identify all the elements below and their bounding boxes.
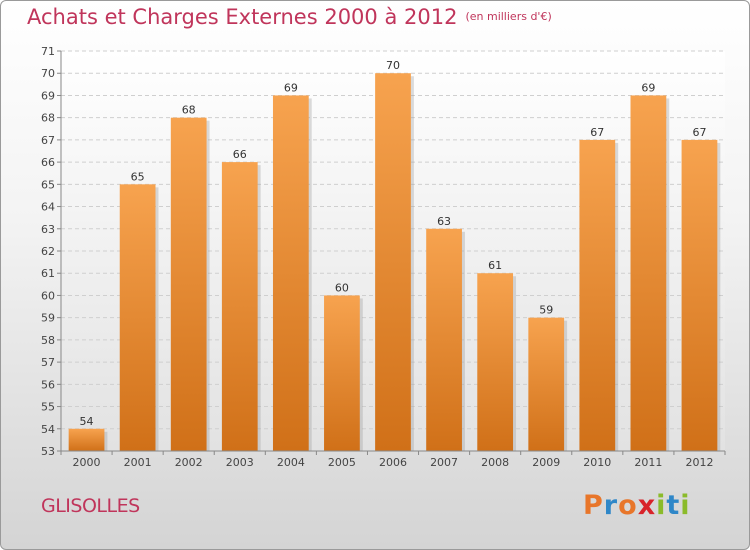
bar — [170, 117, 207, 452]
y-tick-label: 71 — [41, 45, 55, 58]
bar — [68, 428, 105, 451]
bar — [221, 162, 258, 451]
bar — [426, 228, 462, 451]
x-tick-label: 2002 — [175, 456, 203, 469]
y-tick-label: 60 — [41, 289, 55, 302]
bar-value-label: 61 — [488, 259, 502, 272]
y-tick-label: 61 — [41, 267, 55, 280]
bar-value-label: 66 — [233, 148, 247, 161]
bar-value-label: 60 — [335, 281, 349, 294]
y-tick-label: 57 — [41, 356, 55, 369]
bar — [630, 95, 667, 451]
y-tick-label: 56 — [41, 378, 55, 391]
bar-value-label: 63 — [437, 215, 451, 228]
y-tick-label: 65 — [41, 178, 55, 191]
bars: 54 65 68 66 69 60 70 63 61 59 67 69 67 — [68, 59, 721, 452]
logo-letter: x — [637, 490, 657, 521]
x-axis: 2000 2001 2002 2003 2004 2005 2006 2007 2008 2009… — [60, 450, 726, 469]
commune-name: GLISOLLES — [41, 495, 140, 517]
bar — [119, 184, 156, 452]
bar-value-label: 68 — [182, 104, 196, 117]
y-tick-label: 67 — [41, 134, 55, 147]
logo-letter: i — [656, 490, 667, 521]
logo-letter: i — [680, 490, 691, 521]
logo-letter: t — [666, 490, 681, 521]
bar-value-label: 59 — [539, 304, 553, 317]
bar-value-label: 54 — [80, 415, 94, 428]
y-tick-label: 58 — [41, 334, 55, 347]
y-tick-label: 70 — [41, 67, 55, 80]
x-tick-label: 2003 — [226, 456, 254, 469]
chart-title: Achats et Charges Externes 2000 à 2012 (e… — [27, 5, 552, 29]
y-axis: 53 54 55 56 57 58 59 60 61 62 63 64 65 66 67 68 69 70 71 — [41, 45, 62, 458]
x-tick-label: 2012 — [685, 456, 713, 469]
bar — [272, 95, 309, 451]
x-tick-label: 2000 — [73, 456, 101, 469]
bar — [324, 295, 360, 451]
y-tick-label: 55 — [41, 401, 55, 414]
logo-letter: r — [603, 490, 619, 521]
y-tick-label: 53 — [41, 445, 55, 458]
proxiti-logo[interactable]: Proxiti — [583, 490, 691, 521]
y-tick-label: 66 — [41, 156, 55, 169]
y-tick-label: 68 — [41, 112, 55, 125]
title-unit: (en milliers d'€) — [465, 10, 552, 23]
bar-value-label: 69 — [284, 81, 298, 94]
y-tick-label: 59 — [41, 312, 55, 325]
bar — [528, 317, 565, 451]
x-tick-label: 2001 — [124, 456, 152, 469]
bar — [477, 273, 514, 451]
y-tick-label: 64 — [41, 201, 55, 214]
bar — [375, 73, 411, 451]
logo-letter: P — [583, 490, 604, 521]
bar-value-label: 69 — [641, 81, 655, 94]
y-tick-label: 69 — [41, 89, 55, 102]
x-tick-label: 2010 — [583, 456, 611, 469]
x-tick-label: 2007 — [430, 456, 458, 469]
x-tick-label: 2006 — [379, 456, 407, 469]
bar-value-label: 67 — [590, 126, 604, 139]
bar — [579, 139, 616, 451]
bar-value-label: 67 — [692, 126, 706, 139]
x-tick-label: 2004 — [277, 456, 305, 469]
title-text: Achats et Charges Externes 2000 à 2012 — [27, 5, 458, 29]
y-tick-label: 62 — [41, 245, 55, 258]
logo-letter: o — [618, 490, 638, 521]
bar-value-label: 70 — [386, 59, 400, 72]
bar — [681, 139, 718, 451]
bar-value-label: 65 — [131, 170, 145, 183]
y-tick-label: 54 — [41, 423, 55, 436]
x-tick-label: 2009 — [532, 456, 560, 469]
x-tick-label: 2005 — [328, 456, 356, 469]
x-tick-label: 2008 — [481, 456, 509, 469]
y-tick-label: 63 — [41, 223, 55, 236]
x-tick-label: 2011 — [634, 456, 662, 469]
